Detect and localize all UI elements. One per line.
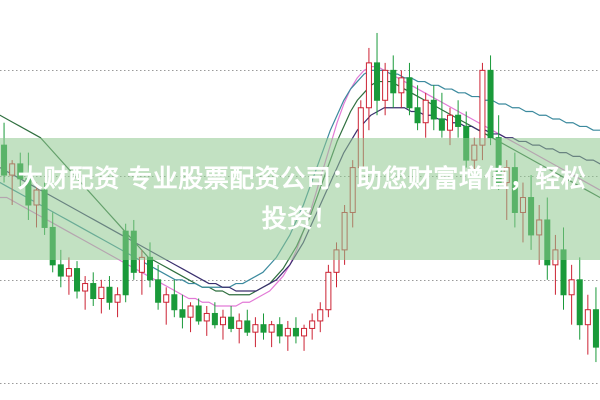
chart-gridlines xyxy=(0,70,600,384)
chart-candles xyxy=(1,32,599,363)
chart-ma-lines xyxy=(0,66,600,307)
